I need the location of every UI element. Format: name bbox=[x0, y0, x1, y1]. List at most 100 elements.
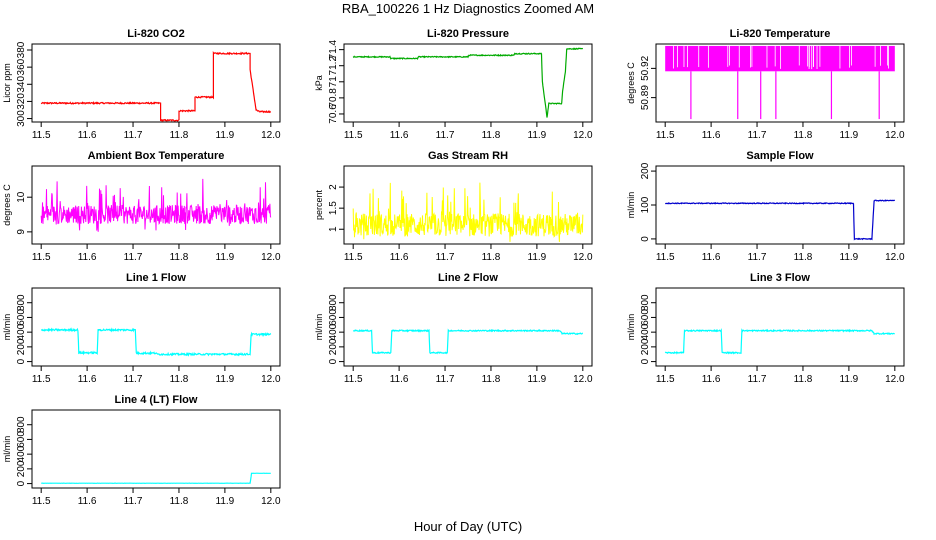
y-axis-label: Licor ppm bbox=[2, 63, 12, 103]
x-tick-label: 11.7 bbox=[748, 130, 767, 141]
x-tick-label: 12.0 bbox=[261, 496, 281, 507]
x-tick-label: 11.5 bbox=[344, 374, 363, 385]
x-tick-label: 11.5 bbox=[32, 252, 51, 263]
y-tick-label: 71 bbox=[328, 76, 339, 88]
y-tick-label: 360 bbox=[16, 58, 27, 75]
x-tick-label: 11.7 bbox=[436, 374, 455, 385]
x-tick-label: 11.6 bbox=[702, 130, 721, 141]
plot-frame bbox=[655, 43, 905, 123]
y-tick-label: 200 bbox=[640, 338, 651, 355]
series-line bbox=[664, 327, 895, 355]
plot-frame bbox=[343, 165, 593, 245]
x-tick-label: 11.5 bbox=[32, 130, 51, 141]
figure-title: RBA_100226 1 Hz Diagnostics Zoomed AM bbox=[342, 1, 594, 16]
series-line bbox=[40, 50, 272, 123]
panel-7: Line 2 Flow ml/min 11.5 11.6 11.7 11.8 11.9 12.… bbox=[314, 272, 593, 385]
panel-title: Li-820 Temperature bbox=[730, 28, 831, 40]
x-tick-label: 11.9 bbox=[840, 252, 859, 263]
y-tick-label: 600 bbox=[328, 309, 339, 326]
y-tick-label: 10 bbox=[16, 191, 27, 203]
x-tick-label: 12.0 bbox=[261, 130, 281, 141]
x-tick-label: 11.6 bbox=[390, 374, 409, 385]
series-line bbox=[665, 199, 896, 241]
y-tick-label: 320 bbox=[16, 93, 27, 110]
x-tick-label: 11.9 bbox=[216, 374, 235, 385]
panel-title: Line 1 Flow bbox=[126, 272, 186, 284]
x-tick-label: 11.8 bbox=[170, 130, 189, 141]
panel-9: Line 4 (LT) Flow ml/min 11.5 11.6 11.7 11.8 11… bbox=[2, 394, 281, 507]
y-tick-label: 600 bbox=[16, 309, 27, 326]
y-tick-label: 340 bbox=[16, 76, 27, 93]
x-tick-label: 11.5 bbox=[344, 252, 363, 263]
x-tick-label: 11.8 bbox=[170, 252, 189, 263]
x-tick-label: 11.6 bbox=[78, 496, 97, 507]
y-axis-label: ml/min bbox=[626, 192, 636, 219]
x-tick-label: 11.9 bbox=[216, 252, 235, 263]
y-tick-label: 400 bbox=[16, 445, 27, 462]
panel-1: Li-820 Pressure kPa 11.5 11.6 11.7 11.8 11.9 12… bbox=[314, 28, 593, 141]
x-tick-label: 11.5 bbox=[32, 374, 51, 385]
y-tick-label: 1.5 bbox=[328, 201, 339, 215]
x-tick-label: 11.5 bbox=[344, 130, 363, 141]
x-tick-label: 11.9 bbox=[840, 374, 859, 385]
x-tick-label: 11.8 bbox=[482, 130, 501, 141]
y-tick-label: 9 bbox=[16, 229, 27, 235]
x-tick-label: 12.0 bbox=[261, 374, 281, 385]
y-tick-label: 0 bbox=[640, 358, 651, 364]
plot-frame bbox=[31, 43, 281, 123]
y-tick-label: 50.92 bbox=[640, 55, 651, 80]
x-tick-label: 11.6 bbox=[702, 252, 721, 263]
plot-frame bbox=[31, 165, 281, 245]
y-tick-label: 0 bbox=[16, 480, 27, 486]
x-tick-label: 11.9 bbox=[216, 130, 235, 141]
x-tick-label: 11.8 bbox=[482, 252, 501, 263]
x-tick-label: 11.5 bbox=[656, 252, 675, 263]
x-tick-label: 11.5 bbox=[656, 130, 675, 141]
x-tick-label: 11.7 bbox=[748, 252, 767, 263]
panel-title: Gas Stream RH bbox=[428, 150, 508, 162]
y-tick-label: 600 bbox=[16, 431, 27, 448]
x-tick-label: 11.6 bbox=[390, 130, 409, 141]
x-tick-label: 11.9 bbox=[528, 130, 547, 141]
plot-frame bbox=[655, 287, 905, 367]
y-axis-label: kPa bbox=[314, 75, 324, 91]
figure-xlabel: Hour of Day (UTC) bbox=[414, 519, 522, 534]
y-axis-label: percent bbox=[314, 189, 324, 220]
plot-frame bbox=[31, 287, 281, 367]
y-tick-label: 380 bbox=[16, 41, 27, 58]
panel-3: Ambient Box Temperature degrees C 11.5 11.6… bbox=[2, 150, 281, 263]
panel-5: Sample Flow ml/min 11.5 11.6 11.7 11.8 11.9 12.… bbox=[626, 150, 905, 263]
y-tick-label: 1 bbox=[328, 226, 339, 232]
x-tick-label: 12.0 bbox=[573, 374, 593, 385]
panel-8: Line 3 Flow ml/min 11.5 11.6 11.7 11.8 11.9 12.… bbox=[626, 272, 905, 385]
series-line bbox=[352, 182, 584, 242]
panel-6: Line 1 Flow ml/min 11.5 11.6 11.7 11.8 11.9 12.… bbox=[2, 272, 281, 385]
x-tick-label: 11.6 bbox=[702, 374, 721, 385]
x-tick-label: 11.9 bbox=[528, 252, 547, 263]
x-tick-label: 12.0 bbox=[885, 252, 905, 263]
y-axis-label: ml/min bbox=[2, 436, 12, 463]
y-tick-label: 400 bbox=[16, 323, 27, 340]
series-line bbox=[40, 327, 272, 357]
y-tick-label: 300 bbox=[16, 110, 27, 127]
y-tick-label: 200 bbox=[16, 338, 27, 355]
panel-title: Line 2 Flow bbox=[438, 272, 498, 284]
y-tick-label: 71.2 bbox=[328, 56, 339, 76]
x-tick-label: 11.9 bbox=[528, 374, 547, 385]
y-tick-label: 0 bbox=[16, 358, 27, 364]
x-tick-label: 12.0 bbox=[573, 252, 593, 263]
series-band bbox=[665, 45, 895, 72]
x-tick-label: 11.5 bbox=[32, 496, 51, 507]
plot-frame bbox=[31, 409, 281, 489]
y-axis-label: ml/min bbox=[626, 314, 636, 341]
y-tick-label: 200 bbox=[640, 162, 651, 179]
series-line bbox=[41, 472, 271, 484]
x-tick-label: 11.6 bbox=[78, 374, 97, 385]
panel-title: Sample Flow bbox=[746, 150, 814, 162]
y-tick-label: 0 bbox=[328, 358, 339, 364]
y-tick-label: 100 bbox=[640, 196, 651, 213]
y-tick-label: 200 bbox=[328, 338, 339, 355]
x-tick-label: 12.0 bbox=[885, 130, 905, 141]
